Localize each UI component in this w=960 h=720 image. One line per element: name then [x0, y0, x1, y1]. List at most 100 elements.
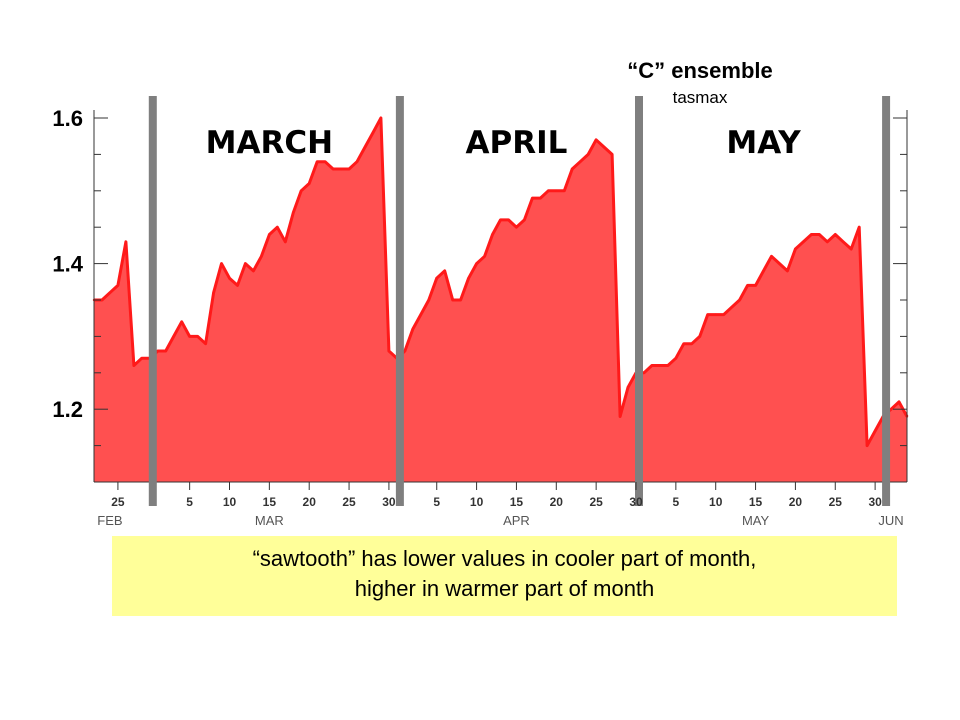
data-point [706, 313, 709, 316]
data-point [475, 262, 478, 265]
data-point [826, 240, 829, 243]
data-point [244, 262, 247, 265]
data-point [308, 182, 311, 185]
data-point [650, 364, 654, 367]
data-point [459, 298, 462, 302]
x-tick-label: 25 [111, 495, 125, 509]
month-boundary-bar [148, 96, 157, 506]
data-point [180, 320, 183, 323]
x-month-label: MAR [255, 513, 284, 528]
data-point [539, 196, 542, 200]
data-point [379, 116, 383, 120]
x-tick-label: 30 [629, 495, 643, 509]
data-point [858, 226, 861, 229]
data-point [897, 400, 901, 404]
chart-subtitle: tasmax [672, 88, 728, 107]
data-point [610, 153, 614, 156]
data-point [754, 284, 757, 287]
x-tick-label: 20 [789, 495, 803, 509]
data-point [682, 342, 685, 345]
data-point [132, 364, 136, 367]
data-point [483, 255, 486, 258]
y-tick-label: 1.2 [52, 397, 83, 422]
y-tick-label: 1.4 [52, 252, 83, 277]
data-point [252, 269, 255, 273]
data-point [212, 291, 215, 294]
data-point [722, 313, 725, 316]
data-point [276, 226, 279, 229]
x-tick-label: 10 [223, 495, 237, 509]
data-point [698, 335, 701, 338]
data-point [786, 269, 789, 273]
data-point [594, 138, 598, 141]
x-month-label: MAY [742, 513, 770, 528]
data-point [300, 189, 303, 192]
x-tick-label: 30 [382, 495, 396, 509]
data-point [626, 386, 630, 389]
data-point [140, 357, 143, 360]
data-point [802, 240, 805, 243]
data-point [618, 415, 622, 418]
annotation-line-2: higher in warmer part of month [354, 576, 655, 601]
data-point [730, 306, 733, 309]
data-point [451, 298, 454, 302]
data-point [515, 226, 518, 229]
data-point [164, 349, 167, 353]
x-tick-label: 10 [470, 495, 484, 509]
series-area [94, 118, 907, 482]
x-month-label: APR [503, 513, 530, 528]
x-tick-label: 15 [263, 495, 277, 509]
data-point [579, 160, 582, 163]
data-point [467, 277, 470, 280]
data-point [658, 364, 662, 367]
data-points [92, 116, 909, 447]
data-point [292, 211, 295, 214]
month-annotation: APRIL [466, 125, 568, 161]
data-point [116, 284, 120, 287]
data-point [746, 284, 749, 287]
data-point [738, 298, 741, 302]
data-point [236, 284, 239, 287]
data-point [523, 218, 526, 222]
data-point [794, 247, 797, 251]
data-point [507, 218, 510, 222]
data-point [196, 335, 199, 338]
data-point [411, 327, 414, 331]
data-point [873, 429, 877, 433]
data-point [188, 335, 191, 338]
x-tick-label: 25 [342, 495, 356, 509]
data-point [100, 298, 104, 302]
month-boundary-bar [635, 96, 643, 506]
data-point [714, 313, 717, 316]
annotation-line-1: “sawtooth” has lower values in cooler pa… [252, 546, 757, 571]
data-point [642, 371, 646, 374]
data-point [563, 189, 566, 192]
x-tick-label: 5 [186, 495, 193, 509]
x-month-label: JUN [878, 513, 903, 528]
data-point [427, 298, 430, 302]
data-point [204, 342, 207, 345]
x-tick-label: 15 [749, 495, 763, 509]
data-point [850, 247, 853, 251]
data-point [818, 233, 821, 236]
month-annotation: MAY [726, 125, 801, 161]
chart-title: “C” ensemble [627, 58, 773, 83]
x-tick-label: 10 [709, 495, 723, 509]
month-boundary-bar [395, 96, 404, 506]
data-point [587, 153, 590, 156]
data-point [331, 167, 335, 171]
data-point [778, 262, 781, 265]
data-point [355, 160, 359, 163]
month-boundary-bar [882, 96, 891, 506]
data-point [268, 233, 271, 236]
data-point [108, 291, 112, 294]
month-annotation: MARCH [206, 125, 333, 161]
data-point [842, 240, 845, 243]
x-tick-label: 25 [589, 495, 603, 509]
data-point [228, 277, 231, 280]
data-point [443, 269, 446, 273]
data-point [220, 262, 223, 265]
data-point [316, 160, 319, 163]
data-point [666, 364, 670, 367]
